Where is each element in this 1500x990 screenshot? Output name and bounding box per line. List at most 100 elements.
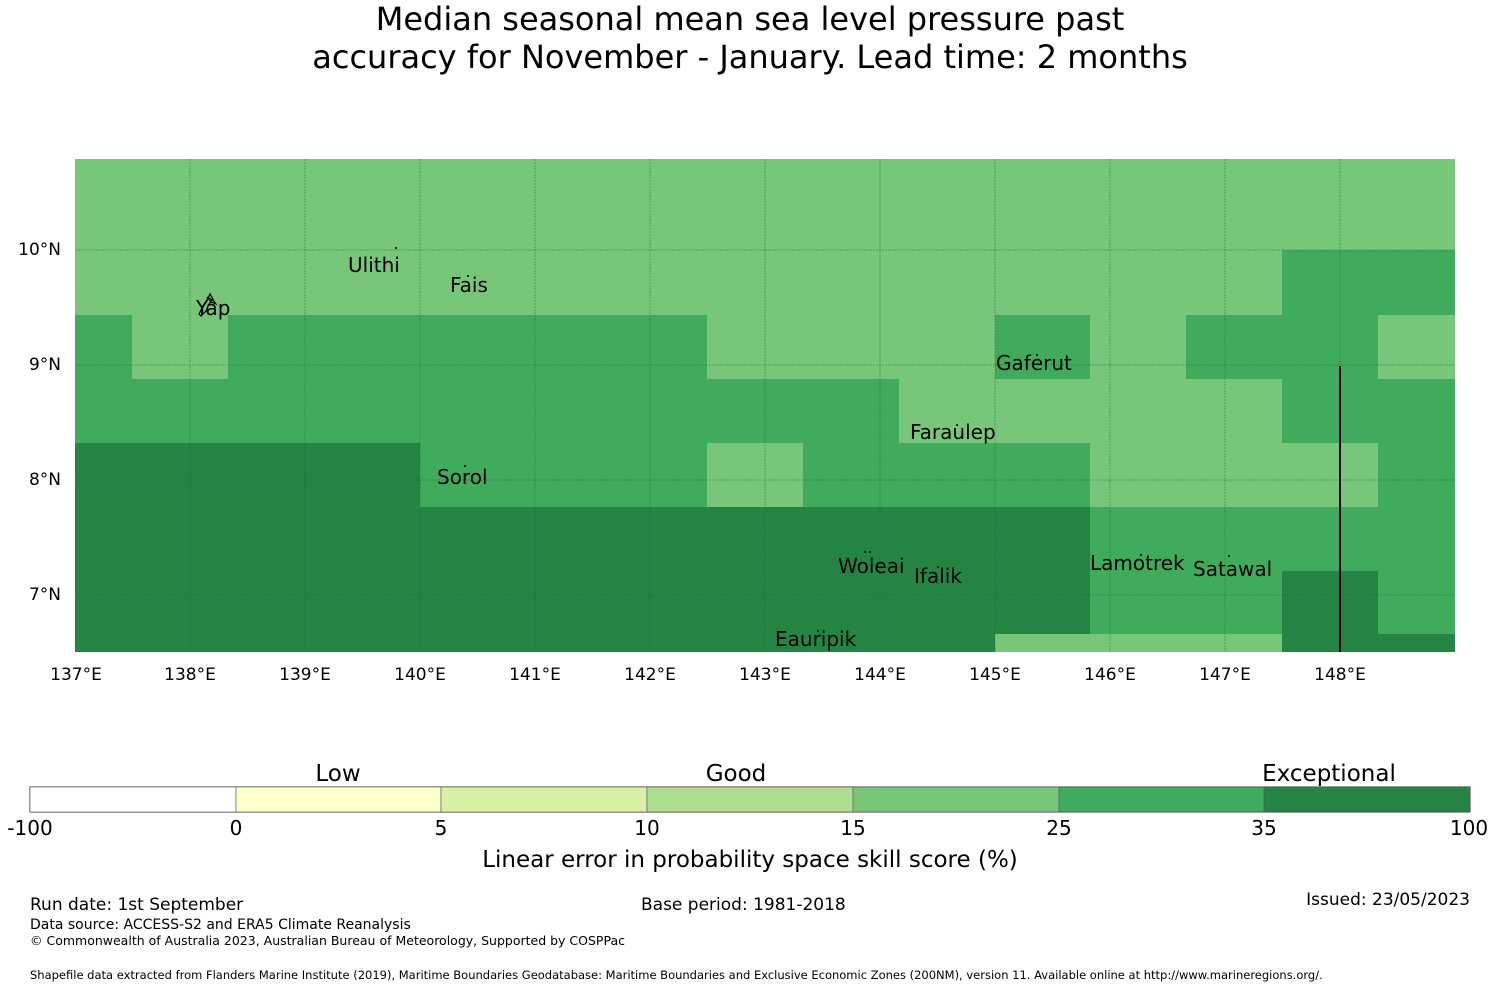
longitude-tick-label: 140°E bbox=[394, 665, 446, 685]
lamotrek-atoll bbox=[1140, 554, 1142, 556]
shapefile-credit: Shapefile data extracted from Flanders M… bbox=[30, 968, 1323, 982]
colorbar-category-good: Good bbox=[705, 761, 767, 787]
skill-cell bbox=[1186, 315, 1378, 379]
skill-cell bbox=[1378, 571, 1455, 634]
title-line-2: accuracy for November - January. Lead ti… bbox=[312, 38, 1188, 76]
longitude-tick-label: 146°E bbox=[1084, 665, 1136, 685]
satawal-island bbox=[1228, 555, 1230, 557]
latitude-tick-label: 9°N bbox=[28, 355, 61, 375]
longitude-tick-label: 142°E bbox=[624, 665, 676, 685]
colorbar-label: Linear error in probability space skill … bbox=[482, 847, 1018, 873]
skill-cell bbox=[75, 159, 1455, 250]
longitude-tick-label: 147°E bbox=[1199, 665, 1251, 685]
title-line-1: Median seasonal mean sea level pressure … bbox=[375, 0, 1125, 38]
fais-island bbox=[467, 275, 469, 277]
skill-cell bbox=[75, 571, 1090, 634]
colorbar-segment bbox=[852, 786, 1060, 813]
place-label-ulithi: Ulithi bbox=[348, 253, 400, 277]
ulithi-atoll bbox=[395, 247, 397, 249]
place-label-woleai: Woleai bbox=[838, 554, 905, 578]
colorbar-tick-label: 15 bbox=[840, 816, 866, 840]
woleai-atoll-b bbox=[869, 551, 871, 553]
colorbar-category-low: Low bbox=[315, 761, 361, 787]
skill-cell bbox=[1378, 443, 1455, 507]
colorbar-tick-label: 25 bbox=[1046, 816, 1072, 840]
colorbar-category-exceptional: Exceptional bbox=[1262, 761, 1396, 787]
skill-cell bbox=[995, 634, 1282, 652]
colorbar-segment bbox=[440, 786, 648, 813]
issued-date: Issued: 23/05/2023 bbox=[1306, 890, 1470, 910]
skill-cell bbox=[1282, 250, 1455, 315]
copyright: © Commonwealth of Australia 2023, Austra… bbox=[30, 933, 625, 948]
latitude-tick-label: 8°N bbox=[28, 470, 61, 490]
place-label-fais: Fais bbox=[450, 273, 488, 297]
latitude-tick-label: 7°N bbox=[28, 585, 61, 605]
skill-cell bbox=[1090, 507, 1455, 571]
colorbar-tick-label: 0 bbox=[229, 816, 243, 840]
place-label-lamotrek: Lamotrek bbox=[1090, 551, 1185, 575]
ifalik-atoll bbox=[937, 566, 939, 568]
skill-cell bbox=[75, 443, 420, 507]
faraulep-atoll bbox=[956, 424, 958, 426]
place-label-faraulep: Faraulep bbox=[910, 420, 996, 444]
colorbar-tick-label: 35 bbox=[1251, 816, 1277, 840]
colorbar-segment bbox=[29, 786, 237, 813]
skill-cell bbox=[707, 443, 803, 507]
latitude-tick-label: 10°N bbox=[18, 240, 61, 260]
yap-island-shape bbox=[198, 292, 218, 317]
eauripik-atoll bbox=[817, 630, 819, 632]
colorbar-segment bbox=[646, 786, 854, 813]
skill-cell bbox=[75, 507, 1090, 571]
colorbar-segment bbox=[1263, 786, 1471, 813]
graticule bbox=[75, 159, 1455, 652]
skill-cell bbox=[1090, 443, 1378, 507]
skill-cell bbox=[1090, 315, 1186, 379]
skill-cell bbox=[1282, 379, 1455, 443]
colorbar-tick-label: -100 bbox=[7, 816, 53, 840]
colorbar-segment bbox=[1058, 786, 1265, 813]
colorbar-segment bbox=[235, 786, 442, 813]
place-label-yap: Yap bbox=[196, 296, 231, 320]
colorbar-tick-label: 10 bbox=[634, 816, 660, 840]
longitude-tick-label: 141°E bbox=[509, 665, 561, 685]
skill-cell bbox=[420, 443, 707, 507]
skill-cell bbox=[707, 315, 995, 379]
skill-cell bbox=[899, 379, 1282, 443]
place-label-ifalik: Ifalik bbox=[914, 564, 962, 588]
skill-grid bbox=[75, 159, 1455, 652]
longitude-tick-label: 143°E bbox=[739, 665, 791, 685]
chart-title: Median seasonal mean sea level pressure … bbox=[0, 0, 1500, 76]
sorol-atoll bbox=[464, 465, 466, 467]
skill-cell bbox=[1282, 571, 1378, 634]
run-date: Run date: 1st September bbox=[30, 895, 244, 915]
skill-cell bbox=[1378, 315, 1455, 379]
longitude-tick-label: 145°E bbox=[969, 665, 1021, 685]
longitude-tick-label: 137°E bbox=[50, 665, 102, 685]
longitude-tick-label: 144°E bbox=[854, 665, 906, 685]
skill-cell bbox=[803, 443, 1090, 507]
skill-cell bbox=[132, 315, 228, 379]
gaferut-island bbox=[1036, 354, 1038, 356]
longitude-tick-label: 139°E bbox=[279, 665, 331, 685]
woleai-atoll-a bbox=[864, 551, 866, 553]
skill-cell bbox=[75, 379, 899, 443]
colorbar-tick-label: 5 bbox=[434, 816, 448, 840]
colorbar-tick-label: 100 bbox=[1449, 816, 1489, 840]
longitude-tick-label: 138°E bbox=[164, 665, 216, 685]
skill-cell bbox=[75, 315, 132, 379]
skill-cell bbox=[75, 250, 1282, 315]
skill-cell bbox=[75, 634, 995, 652]
island-shapes bbox=[198, 247, 1230, 632]
place-label-satawal: Satawal bbox=[1193, 557, 1273, 581]
skill-cell bbox=[1090, 571, 1282, 634]
skill-cell bbox=[228, 315, 707, 379]
skill-cell bbox=[995, 315, 1090, 379]
skill-cell bbox=[1282, 634, 1455, 652]
place-label-gaferut: Gaferut bbox=[996, 351, 1072, 375]
place-label-sorol: Sorol bbox=[437, 465, 488, 489]
place-label-eauripik: Eauripik bbox=[775, 627, 857, 651]
base-period: Base period: 1981-2018 bbox=[641, 895, 846, 915]
colorbar bbox=[29, 786, 1471, 813]
longitude-tick-label: 148°E bbox=[1314, 665, 1366, 685]
